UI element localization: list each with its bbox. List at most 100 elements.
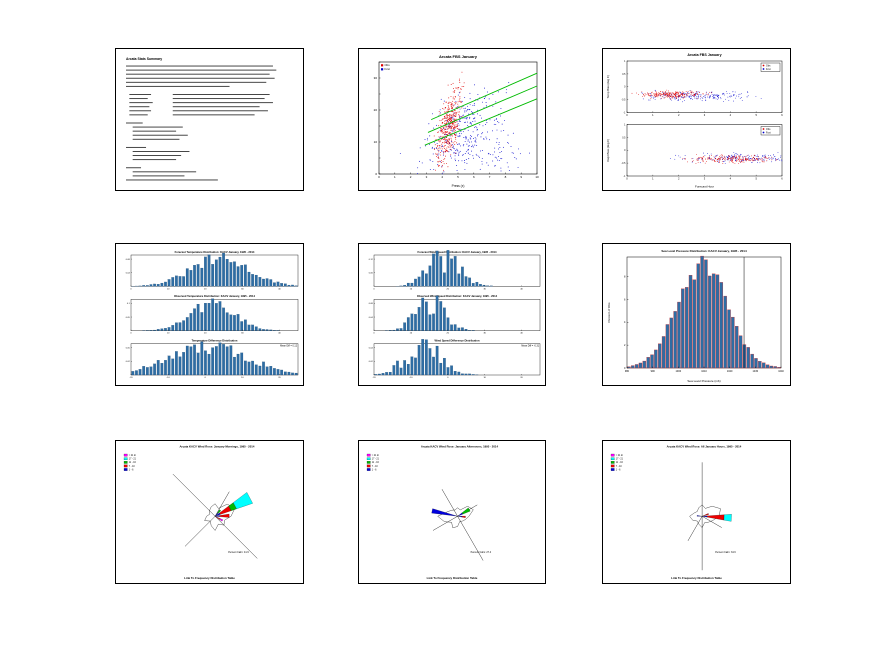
svg-text:0.05: 0.05 — [126, 317, 131, 319]
windrose-mornings-canvas: Arcata KACV Wind Rose: January Mornings,… — [123, 445, 258, 580]
svg-text:> 21 kt: > 21 kt — [372, 454, 379, 457]
svg-text:7 - 10: 7 - 10 — [372, 466, 379, 468]
svg-text:Forecast Temperature Distribut: Forecast Temperature Distribution: KACV … — [175, 250, 255, 254]
svg-text:5: 5 — [755, 176, 757, 180]
svg-text:Fcst: Fcst — [385, 67, 391, 71]
svg-text:0.08: 0.08 — [369, 303, 374, 305]
panel-windrose-allhours: Arcata KACV Wind Rose: All January Hours… — [602, 440, 791, 584]
svg-text:20: 20 — [447, 288, 450, 290]
svg-text:2: 2 — [678, 113, 680, 117]
svg-text:0: 0 — [378, 175, 380, 179]
svg-text:0: 0 — [624, 367, 626, 370]
svg-text:11 - 16: 11 - 16 — [616, 462, 624, 464]
svg-text:20: 20 — [374, 108, 378, 112]
svg-text:1 - 6: 1 - 6 — [372, 469, 377, 471]
svg-text:Arcata FBS January: Arcata FBS January — [687, 53, 721, 57]
svg-text:> 21 kt: > 21 kt — [129, 454, 136, 457]
svg-text:1040: 1040 — [778, 370, 784, 373]
svg-text:0.06: 0.06 — [369, 273, 374, 275]
svg-text:Wind Speed Difference Distribu: Wind Speed Difference Distribution — [434, 338, 479, 342]
svg-text:1010: 1010 — [701, 370, 707, 373]
svg-text:0: 0 — [626, 176, 628, 180]
svg-text:-1: -1 — [623, 176, 626, 178]
windspeed-histograms-canvas: Forecast Wind Speed Distribution: KACV J… — [369, 250, 541, 379]
svg-text:Percent Calm: 34.6: Percent Calm: 34.6 — [715, 551, 736, 554]
svg-text:10: 10 — [167, 288, 170, 290]
svg-text:Sea Level Pressure Distributio: Sea Level Pressure Distribution: KACV Ja… — [661, 249, 747, 253]
svg-text:Arcata Stats Summary: Arcata Stats Summary — [126, 57, 162, 61]
svg-text:Observed Temperature Distribut: Observed Temperature Distribution: KACV … — [174, 294, 256, 298]
fbs-bias-series-canvas: Arcata FBS January 0 1 2 3 4 5 6 -1 -0.5 0 0.5 1 Temp… — [606, 53, 783, 189]
svg-text:-0.5: -0.5 — [621, 163, 626, 165]
svg-text:10: 10 — [241, 377, 244, 379]
svg-text:-20: -20 — [372, 377, 376, 379]
svg-text:17 - 21: 17 - 21 — [372, 459, 380, 461]
svg-text:0.02: 0.02 — [126, 361, 131, 363]
svg-text:3: 3 — [704, 113, 706, 117]
svg-text:20: 20 — [204, 333, 207, 335]
panel-temperature-histograms: Forecast Temperature Distribution: KACV … — [115, 243, 304, 386]
svg-text:1 - 6: 1 - 6 — [616, 469, 621, 471]
svg-text:6: 6 — [624, 298, 626, 301]
svg-text:8: 8 — [505, 175, 507, 179]
svg-text:30: 30 — [483, 333, 486, 335]
windrose-allhours-canvas: Arcata KACV Wind Rose: All January Hours… — [610, 445, 742, 580]
svg-text:20: 20 — [520, 377, 523, 379]
svg-text:1: 1 — [652, 113, 654, 117]
svg-text:-0.5: -0.5 — [621, 100, 626, 102]
svg-text:20: 20 — [278, 377, 281, 379]
svg-text:0.04: 0.04 — [369, 317, 374, 319]
svg-text:2: 2 — [410, 175, 412, 179]
svg-text:0: 0 — [373, 288, 375, 290]
svg-text:0.12: 0.12 — [369, 259, 374, 261]
panel-pressure-histogram: Sea Level Pressure Distribution: KACV Ja… — [602, 243, 791, 386]
stats-summary-text-canvas: Arcata Stats Summary — [126, 57, 277, 181]
svg-text:-20: -20 — [129, 377, 133, 379]
svg-text:Dwpt Bias (deg C): Dwpt Bias (deg C) — [606, 139, 610, 162]
svg-text:11 - 16: 11 - 16 — [372, 462, 380, 464]
svg-text:30: 30 — [241, 333, 244, 335]
svg-text:Link To Frequency Distribution: Link To Frequency Distribution Table — [184, 576, 235, 580]
svg-text:Observed Wind Speed Distributi: Observed Wind Speed Distribution: KACV J… — [417, 294, 498, 298]
svg-text:1: 1 — [624, 124, 626, 126]
svg-text:1000: 1000 — [676, 370, 682, 373]
svg-text:0.5: 0.5 — [622, 137, 626, 139]
svg-text:20: 20 — [204, 288, 207, 290]
svg-text:17 - 21: 17 - 21 — [129, 459, 137, 461]
svg-text:10: 10 — [167, 333, 170, 335]
svg-text:4: 4 — [624, 321, 626, 324]
svg-text:30: 30 — [483, 288, 486, 290]
svg-text:40: 40 — [278, 288, 281, 290]
svg-text:Obs: Obs — [385, 63, 391, 67]
svg-text:Link To Frequency Distribution: Link To Frequency Distribution Table — [671, 576, 722, 580]
svg-text:7 - 10: 7 - 10 — [129, 466, 136, 468]
svg-text:40: 40 — [278, 333, 281, 335]
svg-text:10: 10 — [374, 140, 378, 144]
svg-text:40: 40 — [520, 333, 523, 335]
svg-text:0: 0 — [205, 377, 207, 379]
svg-text:17 - 21: 17 - 21 — [616, 459, 624, 461]
svg-text:Percent of Obs: Percent of Obs — [607, 302, 611, 323]
svg-text:6: 6 — [781, 113, 783, 117]
svg-text:7 - 10: 7 - 10 — [616, 466, 623, 468]
svg-text:Temperature Difference Distrib: Temperature Difference Distribution — [192, 338, 238, 342]
svg-text:Sea Level Pressure (mb): Sea Level Pressure (mb) — [687, 379, 720, 383]
svg-text:0.08: 0.08 — [126, 259, 131, 261]
svg-text:1: 1 — [624, 61, 626, 63]
svg-text:0.1: 0.1 — [127, 303, 131, 305]
svg-text:Arcata KACV Wind Rose: January: Arcata KACV Wind Rose: January Mornings,… — [180, 445, 255, 449]
panel-fbs-scatter: 0 1 2 3 4 5 6 7 8 9 10 0 10 20 30 Arcata FBS January Pre… — [358, 48, 546, 191]
svg-text:11 - 16: 11 - 16 — [129, 462, 137, 464]
svg-text:Fcst: Fcst — [766, 131, 771, 134]
svg-text:2: 2 — [624, 344, 626, 347]
svg-text:5: 5 — [457, 175, 459, 179]
svg-text:6: 6 — [781, 176, 783, 180]
svg-text:30: 30 — [241, 288, 244, 290]
svg-text:Temp Bias (deg C): Temp Bias (deg C) — [606, 75, 610, 98]
svg-text:2: 2 — [678, 176, 680, 180]
svg-text:0: 0 — [447, 377, 449, 379]
svg-text:0.04: 0.04 — [126, 273, 131, 275]
svg-text:Obs: Obs — [766, 64, 771, 67]
svg-text:0: 0 — [626, 113, 628, 117]
svg-text:6: 6 — [473, 175, 475, 179]
